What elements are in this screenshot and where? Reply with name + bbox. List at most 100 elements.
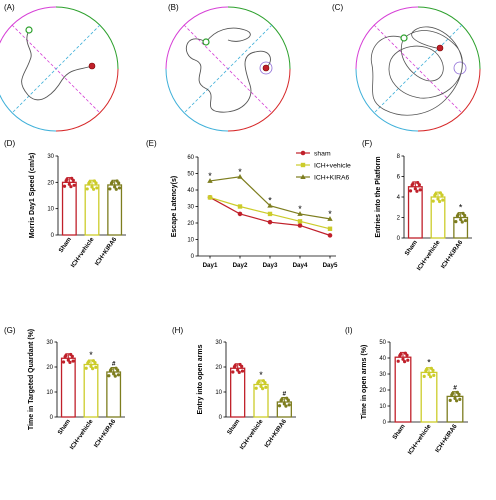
y-tick-label: 0	[383, 420, 387, 426]
data-point	[433, 193, 437, 197]
data-point	[117, 186, 122, 190]
category-label: Sham	[57, 418, 73, 436]
y-tick-label: 0	[397, 236, 401, 242]
data-point	[93, 361, 97, 365]
data-point	[463, 218, 468, 223]
panel-label-b: (B)	[168, 3, 179, 12]
data-point	[427, 372, 431, 376]
y-axis-label: Escape Latency(s)	[171, 176, 178, 237]
data-point	[405, 353, 409, 357]
y-tick-label: 10	[215, 390, 222, 396]
bar	[394, 356, 412, 423]
series-marker	[237, 204, 243, 209]
panel-label-e: (E)	[146, 139, 157, 148]
data-point	[63, 355, 67, 359]
data-point	[64, 179, 68, 183]
panel-label-i: (I)	[345, 326, 353, 335]
data-point	[429, 375, 433, 379]
y-tick-label: 20	[46, 365, 53, 371]
y-tick-label: 8	[397, 154, 401, 160]
data-point	[463, 213, 467, 218]
y-axis-label: Morris Day1 Speed (cm/s)	[29, 153, 36, 239]
data-point	[69, 185, 73, 189]
data-point	[431, 368, 435, 372]
y-tick-label: 20	[215, 365, 222, 371]
data-point	[398, 354, 402, 358]
data-point	[108, 187, 112, 191]
data-point	[94, 181, 98, 185]
data-point	[90, 185, 94, 189]
legend-label: ICH+KIRA6	[314, 175, 350, 182]
data-point	[410, 183, 414, 187]
legend-marker	[300, 174, 306, 179]
maze-panel-c	[355, 6, 481, 132]
chart-open-arm-time: 0 10 20 30 40 50 Time in open arms (%) Sham * ICH…	[361, 340, 468, 456]
data-point	[95, 186, 99, 190]
data-point	[458, 397, 462, 401]
x-tick-label: Day2	[233, 262, 248, 269]
data-point	[417, 183, 421, 187]
data-point	[286, 398, 290, 402]
chart-platform-entries: 0 2 4 6 8 Entries into the Platform ShamICH+ve…	[375, 154, 472, 272]
category-label: Sham	[226, 418, 242, 436]
data-point	[263, 381, 267, 385]
bar	[430, 196, 446, 239]
category-label: ICH+KIRA6	[440, 239, 465, 270]
data-point	[113, 185, 117, 189]
chart-morris-speed: 0 10 20 30 Morris Day1 Speed (cm/s) ShamICH+v…	[29, 153, 126, 269]
data-point	[454, 220, 458, 224]
data-point	[91, 367, 95, 371]
y-tick-label: 20	[379, 388, 386, 394]
y-tick-label: 20	[47, 180, 54, 186]
significance-star: *	[268, 196, 272, 206]
data-point	[112, 372, 116, 376]
panel-label-c: (C)	[332, 3, 343, 12]
hash-marker: #	[283, 391, 287, 398]
legend-marker	[300, 150, 306, 156]
y-tick-label: 50	[379, 340, 386, 346]
y-tick-label: 0	[51, 233, 55, 239]
bar	[107, 184, 123, 236]
data-point	[94, 365, 98, 369]
data-point	[108, 368, 113, 373]
category-label: ICH+KIRA6	[94, 236, 119, 267]
panel-label-f: (F)	[362, 139, 373, 148]
data-point	[236, 368, 240, 372]
x-tick-label: Day4	[293, 262, 308, 269]
data-point	[441, 198, 445, 202]
data-point	[438, 199, 442, 204]
category-label: ICH+vehicle	[69, 418, 95, 451]
data-point	[448, 398, 452, 402]
y-tick-label: 10	[187, 238, 194, 244]
data-point	[71, 178, 75, 182]
data-point	[240, 369, 245, 373]
data-point	[440, 193, 444, 197]
panel-label-d: (D)	[4, 139, 15, 148]
data-point	[68, 360, 72, 364]
bar	[61, 181, 77, 236]
bar	[230, 367, 246, 418]
chart-targeted-quadrant: 0 10 20 30 Time in Targeted Quardant (%) Sham…	[28, 329, 125, 451]
panel-label-g: (G)	[4, 326, 16, 335]
data-point	[62, 184, 67, 188]
category-label: Sham	[404, 239, 420, 257]
category-label: ICH+KIRA6	[434, 423, 459, 454]
data-point	[422, 374, 426, 378]
data-point	[240, 364, 244, 368]
y-tick-label: 2	[397, 216, 401, 222]
data-point	[71, 359, 75, 363]
hash-marker: #	[112, 361, 116, 368]
category-label: Sham	[58, 236, 74, 254]
bar	[84, 184, 100, 236]
bar	[407, 186, 423, 239]
y-tick-label: 60	[187, 155, 194, 161]
data-point	[453, 396, 457, 400]
series-marker	[207, 195, 213, 200]
y-tick-label: 40	[379, 356, 386, 362]
data-point	[436, 197, 440, 201]
data-point	[282, 402, 286, 406]
data-point	[231, 370, 235, 374]
data-point	[113, 374, 117, 378]
y-tick-label: 30	[47, 154, 54, 160]
series-marker	[267, 219, 273, 225]
